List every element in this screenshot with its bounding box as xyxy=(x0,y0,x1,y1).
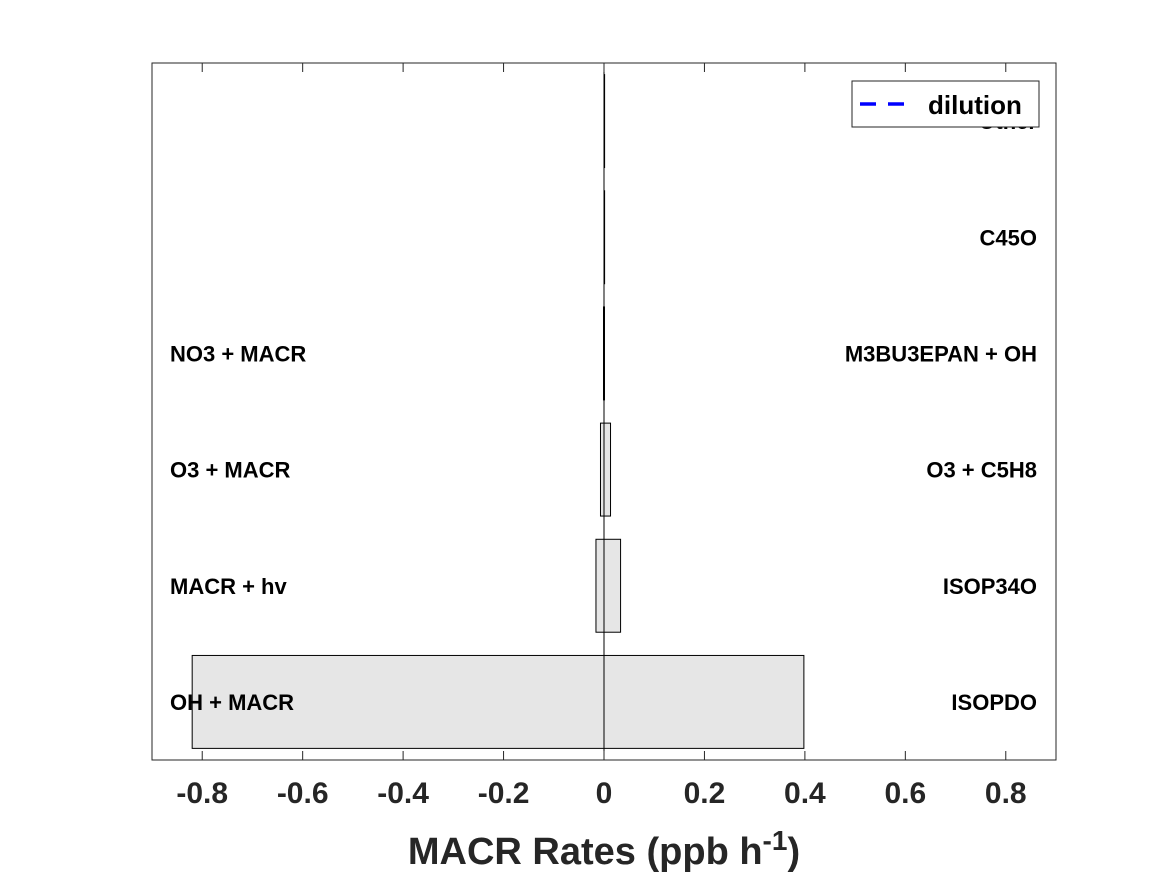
loss-label: OH + MACR xyxy=(170,690,294,715)
loss-label: MACR + hv xyxy=(170,574,288,599)
x-tick-label: 0 xyxy=(596,777,613,810)
x-axis-label-superscript: -1 xyxy=(763,825,788,856)
x-ticks-group: -0.8 -0.6 -0.4 -0.2 0 0.2 0.4 0.6 0.8 xyxy=(176,63,1027,810)
x-tick-label: 0.4 xyxy=(784,777,826,810)
x-tick-label: -0.6 xyxy=(277,777,329,810)
bar xyxy=(595,538,622,633)
production-label: ISOPDO xyxy=(951,690,1037,715)
bars-group xyxy=(191,74,805,749)
x-axis-label-suffix: ) xyxy=(787,831,800,873)
loss-label: NO3 + MACR xyxy=(170,341,306,366)
production-label: C45O xyxy=(980,225,1037,250)
x-tick-label: -0.2 xyxy=(478,777,530,810)
x-tick-label: 0.2 xyxy=(684,777,726,810)
bar xyxy=(599,422,612,517)
x-tick-label: 0.6 xyxy=(884,777,926,810)
x-tick-label: -0.8 xyxy=(176,777,228,810)
production-label: O3 + C5H8 xyxy=(926,458,1037,483)
loss-label: O3 + MACR xyxy=(170,458,291,483)
bar xyxy=(191,654,805,749)
legend-dilution-label: dilution xyxy=(928,90,1022,120)
production-label: M3BU3EPAN + OH xyxy=(845,341,1037,366)
x-tick-label: -0.4 xyxy=(377,777,429,810)
production-label: ISOP34O xyxy=(943,574,1037,599)
x-axis-label: MACR Rates (ppb h-1) xyxy=(408,825,800,873)
x-tick-label: 0.8 xyxy=(985,777,1027,810)
x-axis-label-main: MACR Rates (ppb h xyxy=(408,831,763,873)
legend: dilution xyxy=(851,80,1040,128)
legend-box xyxy=(851,80,1040,128)
